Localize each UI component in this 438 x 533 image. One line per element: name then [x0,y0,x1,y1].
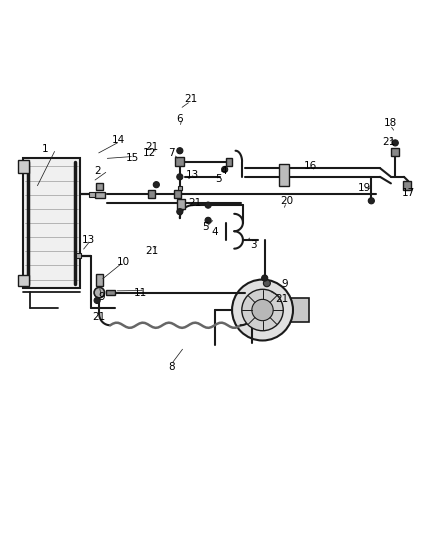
Circle shape [94,297,100,303]
Bar [391,148,399,156]
Circle shape [153,182,159,188]
Bar [95,192,105,198]
Bar [89,192,95,197]
Bar [226,158,233,166]
Bar [174,190,181,198]
Text: 1: 1 [42,144,48,154]
Text: 9: 9 [281,279,288,289]
Bar [96,274,103,286]
Text: 19: 19 [358,183,371,193]
Circle shape [368,198,374,204]
Text: 5: 5 [215,174,223,184]
Text: 15: 15 [125,152,138,163]
Bar [76,253,81,258]
Circle shape [177,148,183,154]
Bar [96,183,103,190]
Bar [148,190,155,198]
Text: 10: 10 [117,257,130,267]
Text: 20: 20 [280,196,293,206]
Text: 21: 21 [184,94,198,104]
Text: 12: 12 [143,148,156,158]
Text: 21: 21 [145,246,158,256]
Text: 7: 7 [168,148,174,158]
Text: 5: 5 [203,222,209,232]
Circle shape [94,287,105,298]
Circle shape [205,202,211,208]
Text: 13: 13 [186,170,200,180]
Text: 21: 21 [276,294,289,304]
Text: 16: 16 [304,161,317,172]
Circle shape [205,217,211,223]
Circle shape [261,275,268,281]
Text: 11: 11 [134,288,147,297]
Text: 3: 3 [251,240,257,250]
Text: 2: 2 [94,166,100,176]
Circle shape [242,289,283,331]
Text: 18: 18 [384,118,398,128]
Bar [178,186,182,190]
Text: 6: 6 [177,114,183,124]
Text: 14: 14 [112,135,126,146]
Text: 13: 13 [82,236,95,245]
Circle shape [232,279,293,341]
Circle shape [177,208,183,215]
Circle shape [177,174,183,180]
Text: 21: 21 [382,138,396,148]
Text: 9: 9 [98,292,105,302]
Text: 21: 21 [145,142,158,152]
Bar [18,275,29,286]
Bar [176,157,184,166]
Text: 4: 4 [212,227,218,237]
Bar [279,164,289,185]
Circle shape [392,140,398,146]
Bar [177,199,185,209]
Circle shape [222,166,228,173]
Bar [106,290,115,295]
Text: 21: 21 [188,198,201,208]
Text: 17: 17 [402,188,415,198]
Text: 8: 8 [168,361,174,372]
Bar [291,298,309,322]
Bar [18,160,29,173]
Circle shape [252,300,273,321]
Circle shape [263,280,270,287]
Bar [403,181,411,190]
Text: 4: 4 [220,166,226,176]
Text: 21: 21 [93,312,106,321]
Bar [23,158,80,288]
